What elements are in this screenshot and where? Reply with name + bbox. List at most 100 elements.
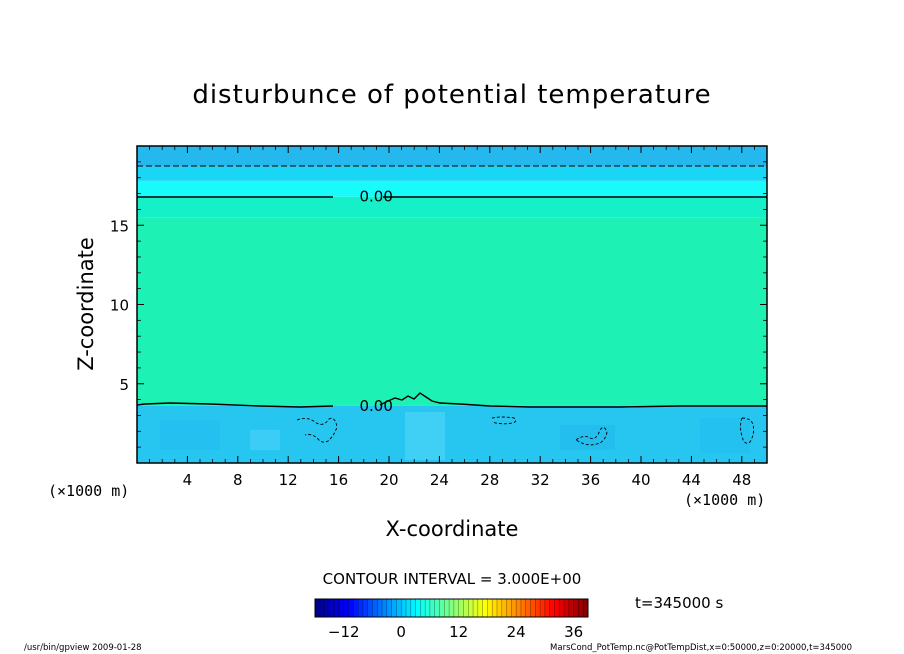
x-tick-label: 8 xyxy=(233,471,243,489)
contour-interval-text: CONTOUR INTERVAL = 3.000E+00 xyxy=(323,570,582,588)
colorbar-cell xyxy=(473,599,479,617)
colorbar-cell xyxy=(434,599,440,617)
y-tick-label: 5 xyxy=(119,376,129,394)
colorbar-cell xyxy=(439,599,445,617)
x-tick-label: 20 xyxy=(379,471,398,489)
colorbar-cell xyxy=(429,599,436,617)
eddy-patch xyxy=(560,425,615,450)
x-axis-ticks: 4 8 12 16 20 24 28 32 36 40 44 48 xyxy=(149,146,755,489)
colorbar-cell xyxy=(520,599,527,617)
colorbar-cell xyxy=(516,599,522,617)
contour-labels: 0.00 0.00 xyxy=(360,188,393,415)
time-label: t=345000 s xyxy=(635,594,723,612)
eddy-patch xyxy=(160,420,220,450)
colorbar-cell xyxy=(573,599,579,617)
colorbar-cell xyxy=(492,599,498,617)
colorbar-cell xyxy=(444,599,450,617)
colorbar-cell xyxy=(568,599,574,617)
plot-area: 0.00 0.00 xyxy=(136,145,768,464)
eddy-patch xyxy=(250,430,280,450)
colorbar-cell xyxy=(315,599,321,617)
colorbar-ticks: −12 0 12 24 36 xyxy=(328,623,583,641)
contour-label-0: 0.00 xyxy=(360,188,393,206)
colorbar-cell xyxy=(453,599,459,617)
colorbar-cell xyxy=(578,599,584,617)
x-tick-label: 48 xyxy=(732,471,751,489)
colorbar-cell xyxy=(324,599,330,617)
colorbar-tick-label: 24 xyxy=(507,623,526,641)
colorbar-cell xyxy=(540,599,546,617)
colorbar-cell xyxy=(401,599,407,617)
colorbar-cell xyxy=(367,599,373,617)
y-tick-label: 15 xyxy=(110,217,129,235)
x-tick-label: 44 xyxy=(682,471,701,489)
colorbar-tick-label: −12 xyxy=(328,623,360,641)
colorbar-cell xyxy=(334,599,340,617)
colorbar-cell xyxy=(535,599,541,617)
colorbar-cell xyxy=(372,599,378,617)
dashed-contour-lower xyxy=(740,417,755,444)
colorbar-cell xyxy=(544,599,550,617)
footer-right: MarsCond_PotTemp.nc@PotTempDist,x=0:5000… xyxy=(550,643,852,653)
colorbar-cell xyxy=(377,599,383,617)
colorbar-tick-label: 12 xyxy=(449,623,468,641)
contour-lines xyxy=(136,165,767,446)
y-tick-label: 10 xyxy=(110,297,129,315)
lower-turbulence xyxy=(160,412,750,460)
colorbar-cell xyxy=(564,599,570,617)
colorbar-cell xyxy=(506,599,512,617)
x-tick-label: 16 xyxy=(329,471,348,489)
x-scale-note-left: (×1000 m) xyxy=(48,482,129,500)
colorbar-cell xyxy=(487,599,493,617)
colorbar-cell xyxy=(554,599,560,617)
contour-label-1: 0.00 xyxy=(360,397,393,415)
colorbar-cell xyxy=(468,599,474,617)
zero-contour-lower xyxy=(136,402,334,408)
eddy-patch xyxy=(700,418,750,453)
chart-title: disturbunce of potential temperature xyxy=(192,80,711,110)
x-tick-label: 36 xyxy=(581,471,600,489)
layer-band-2 xyxy=(137,196,767,218)
colorbar-cell xyxy=(497,599,503,617)
colorbar-cell xyxy=(406,599,412,617)
layer-band-4 xyxy=(137,166,767,181)
layer-band-5 xyxy=(137,146,767,167)
colorbar-cell xyxy=(530,599,536,617)
colorbar-cell xyxy=(583,599,589,617)
colorbar-cell xyxy=(329,599,335,617)
colorbar-cell xyxy=(463,599,469,617)
dashed-contour-lower xyxy=(296,417,338,443)
x-scale-note-right: (×1000 m) xyxy=(684,491,765,509)
colorbar-cell xyxy=(386,599,392,617)
color-layers xyxy=(137,146,767,463)
colorbar-cell xyxy=(525,599,531,617)
colorbar-cell xyxy=(338,599,345,617)
colorbar-cell xyxy=(420,599,426,617)
colorbar xyxy=(315,599,589,617)
colorbar-cell xyxy=(358,599,364,617)
x-tick-label: 12 xyxy=(279,471,298,489)
eddy-patch xyxy=(405,412,445,460)
x-tick-label: 24 xyxy=(430,471,449,489)
layer-band-0 xyxy=(137,405,767,463)
colorbar-tick-label: 36 xyxy=(564,623,583,641)
colorbar-cell xyxy=(319,599,325,617)
y-axis-label: Z-coordinate xyxy=(74,237,98,371)
colorbar-cell xyxy=(396,599,402,617)
colorbar-cell xyxy=(362,599,368,617)
colorbar-cell xyxy=(343,599,349,617)
colorbar-cell xyxy=(410,599,416,617)
colorbar-cell xyxy=(501,599,507,617)
colorbar-cell xyxy=(382,599,388,617)
x-tick-label: 40 xyxy=(631,471,650,489)
colorbar-cell xyxy=(559,599,565,617)
x-tick-label: 28 xyxy=(480,471,499,489)
colorbar-frame xyxy=(314,598,589,618)
colorbar-cell xyxy=(353,599,359,617)
colorbar-cell xyxy=(425,599,431,617)
zero-contour-lower xyxy=(379,392,767,408)
x-tick-label: 4 xyxy=(183,471,193,489)
x-axis-label: X-coordinate xyxy=(386,517,519,541)
colorbar-cell xyxy=(391,599,397,617)
